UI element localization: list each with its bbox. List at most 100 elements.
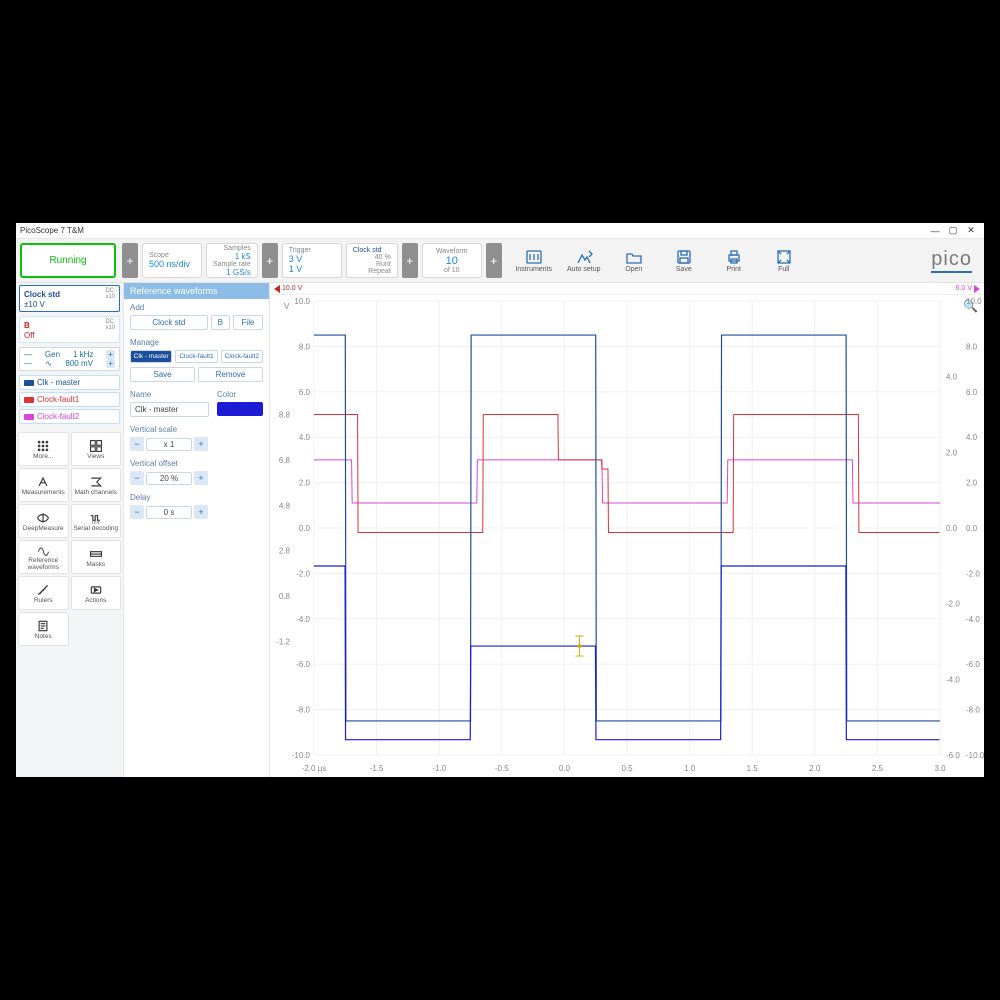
- svg-text:-4.0: -4.0: [946, 675, 960, 684]
- trigger-detail-block[interactable]: Clock std 40 % Runt Repeat: [346, 243, 398, 278]
- samples-block[interactable]: Samples 1 kS Sample rate 1 GS/s: [206, 243, 258, 278]
- svg-text:-2.0: -2.0: [296, 569, 310, 578]
- chart-area[interactable]: 10.0 V 6.0 V 🔍 -2.0 µs-1.5-1.0-0.50.00.5…: [270, 283, 984, 777]
- add-src-select[interactable]: Clock std: [130, 315, 208, 330]
- scope-expand-button[interactable]: +: [122, 243, 138, 278]
- svg-text:-1.5: -1.5: [370, 764, 384, 773]
- svg-text:-10.0: -10.0: [966, 751, 984, 760]
- running-button[interactable]: Running: [20, 243, 116, 278]
- open-button[interactable]: Open: [614, 248, 654, 273]
- tool-refwave[interactable]: Reference waveforms: [18, 540, 69, 574]
- tool-views[interactable]: Views: [71, 432, 122, 466]
- save-button[interactable]: Save: [664, 248, 704, 273]
- svg-text:-4.0: -4.0: [966, 615, 980, 624]
- add-block-button[interactable]: +: [486, 243, 502, 278]
- svg-text:0.5: 0.5: [621, 764, 633, 773]
- reference-panel: Reference waveforms Add Clock std B File…: [124, 283, 270, 777]
- scope-block[interactable]: Scope 500 ns/div: [142, 243, 202, 278]
- svg-text:-6.0: -6.0: [966, 660, 980, 669]
- svg-text:0.8: 0.8: [279, 592, 291, 601]
- add-file-button[interactable]: File: [233, 315, 263, 330]
- ref-tag-clock-fault1[interactable]: Clock-fault1: [19, 392, 120, 407]
- channel-card-b[interactable]: B DCx10 Off: [19, 316, 120, 343]
- tool-notes[interactable]: Notes: [18, 612, 69, 646]
- svg-text:3.0: 3.0: [934, 764, 946, 773]
- svg-text:-2.0: -2.0: [966, 569, 980, 578]
- voffset-spinner[interactable]: −20 %+: [130, 471, 263, 485]
- logo: pico: [931, 239, 984, 282]
- instruments-button[interactable]: Instruments: [514, 248, 554, 273]
- tool-math[interactable]: Math channels: [71, 468, 122, 502]
- print-button[interactable]: Print: [714, 248, 754, 273]
- reference-panel-header: Reference waveforms: [124, 283, 269, 299]
- svg-text:1.0: 1.0: [684, 764, 696, 773]
- waveform-block[interactable]: Waveform 10 of 10: [422, 243, 482, 278]
- close-button[interactable]: ✕: [962, 225, 980, 236]
- svg-text:2.0: 2.0: [946, 448, 958, 457]
- svg-text:-6.0: -6.0: [296, 660, 310, 669]
- svg-text:6.0: 6.0: [966, 388, 978, 397]
- svg-text:V: V: [284, 302, 290, 311]
- svg-text:4.0: 4.0: [966, 433, 978, 442]
- svg-text:-6.0: -6.0: [946, 751, 960, 760]
- svg-text:0.0: 0.0: [946, 524, 958, 533]
- top-ruler: 10.0 V 6.0 V: [270, 283, 984, 295]
- channel-card-a[interactable]: Clock std DCx10 ±10 V: [19, 285, 120, 312]
- toolbar-icons: Instruments Auto setup Open Save Print Full: [504, 239, 814, 282]
- svg-text:4.8: 4.8: [279, 501, 291, 510]
- autosetup-button[interactable]: Auto setup: [564, 248, 604, 273]
- add-b-button[interactable]: B: [211, 315, 230, 330]
- titlebar: PicoScope 7 T&M — ▢ ✕: [16, 223, 984, 239]
- toolbar: Running + Scope 500 ns/div Samples 1 kS …: [16, 239, 984, 283]
- svg-text:1101: 1101: [91, 519, 99, 524]
- tools-grid: More...ViewsMeasurementsMath channelsDee…: [16, 430, 123, 648]
- tool-actions[interactable]: Actions: [71, 576, 122, 610]
- delay-spinner[interactable]: −0 s+: [130, 505, 263, 519]
- ref-save-button[interactable]: Save: [130, 367, 195, 382]
- svg-text:-2.0: -2.0: [946, 600, 960, 609]
- gen-card[interactable]: —Gen1 kHz+ —∿800 mV+: [19, 347, 120, 371]
- manage-tab-2[interactable]: Clock-fault2: [221, 350, 263, 363]
- svg-text:8.8: 8.8: [279, 411, 291, 420]
- app-title: PicoScope 7 T&M: [20, 226, 84, 235]
- minimize-button[interactable]: —: [926, 226, 944, 236]
- tool-serial[interactable]: 1101Serial decoding: [71, 504, 122, 538]
- svg-text:2.8: 2.8: [279, 547, 291, 556]
- svg-text:8.0: 8.0: [299, 342, 311, 351]
- ref-tag-clock-fault2[interactable]: Clock-fault2: [19, 409, 120, 424]
- tool-more[interactable]: More...: [18, 432, 69, 466]
- full-button[interactable]: Full: [764, 248, 804, 273]
- tool-deepmeasure[interactable]: DeepMeasure: [18, 504, 69, 538]
- ref-tag-clk-master[interactable]: Clk - master: [19, 375, 120, 390]
- svg-text:0.0: 0.0: [966, 524, 978, 533]
- ref-remove-button[interactable]: Remove: [198, 367, 263, 382]
- svg-text:10.0: 10.0: [966, 297, 982, 306]
- svg-text:4.0: 4.0: [299, 433, 311, 442]
- ref-name-input[interactable]: Clk - master: [130, 402, 209, 417]
- svg-text:2.0: 2.0: [966, 479, 978, 488]
- trigger-expand-button[interactable]: +: [262, 243, 278, 278]
- maximize-button[interactable]: ▢: [944, 225, 962, 236]
- ref-color-picker[interactable]: [217, 402, 263, 416]
- svg-text:1.5: 1.5: [747, 764, 759, 773]
- svg-text:0.0: 0.0: [299, 524, 311, 533]
- tool-rulers[interactable]: Rulers: [18, 576, 69, 610]
- trigger-block[interactable]: Trigger 3 V 1 V: [282, 243, 342, 278]
- svg-text:-4.0: -4.0: [296, 615, 310, 624]
- vscale-spinner[interactable]: −x 1+: [130, 437, 263, 451]
- manage-tab-0[interactable]: Clk - master: [130, 350, 172, 363]
- left-sidebar: Clock std DCx10 ±10 V B DCx10 Off —Gen1 …: [16, 283, 124, 777]
- svg-text:4.0: 4.0: [946, 373, 958, 382]
- tool-measurements[interactable]: Measurements: [18, 468, 69, 502]
- svg-text:-1.2: -1.2: [276, 638, 290, 647]
- svg-text:-8.0: -8.0: [966, 706, 980, 715]
- svg-text:-8.0: -8.0: [296, 706, 310, 715]
- manage-tab-1[interactable]: Clock-fault1: [175, 350, 217, 363]
- waveform-expand-button[interactable]: +: [402, 243, 418, 278]
- svg-text:6.8: 6.8: [279, 456, 291, 465]
- svg-text:2.0: 2.0: [809, 764, 821, 773]
- svg-text:0.0: 0.0: [559, 764, 571, 773]
- tool-masks[interactable]: Masks: [71, 540, 122, 574]
- svg-text:-0.5: -0.5: [495, 764, 509, 773]
- svg-text:2.0: 2.0: [299, 479, 311, 488]
